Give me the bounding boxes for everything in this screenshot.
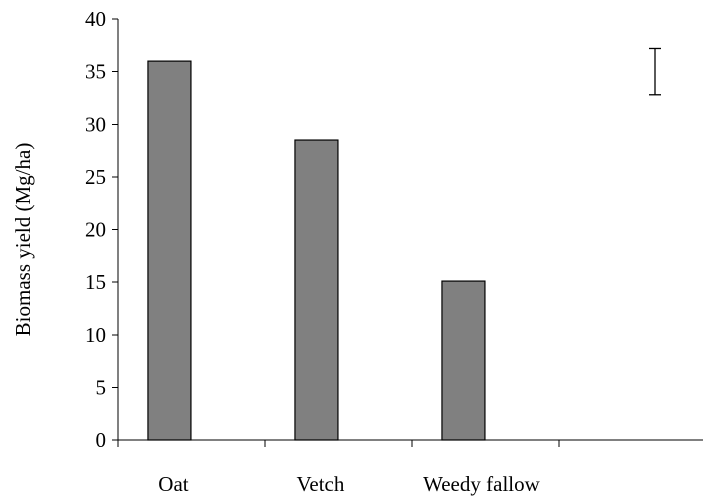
category-labels: Oat Vetch Weedy fallow (158, 472, 540, 496)
x-category-label: Vetch (297, 472, 345, 496)
bar-vetch (294, 139, 339, 441)
error-bar-group (649, 47, 661, 96)
bar-oat (147, 60, 192, 441)
y-tick-label: 35 (85, 60, 106, 84)
bar-weedy-fallow (441, 280, 486, 441)
x-axis-ticks (117, 440, 560, 447)
y-tick-label: 15 (85, 270, 106, 294)
x-category-label: Oat (158, 472, 188, 496)
x-category-label: Weedy fallow (423, 472, 541, 496)
y-tick-label: 10 (85, 323, 106, 347)
y-axis-ticks: 0 5 10 15 20 25 30 35 40 (85, 7, 118, 452)
y-tick-label: 5 (96, 375, 107, 399)
bars-group (147, 60, 486, 441)
y-tick-label: 25 (85, 165, 106, 189)
y-axis-title: Biomass yield (Mg/ha) (11, 143, 35, 337)
y-tick-label: 30 (85, 112, 106, 136)
y-tick-label: 40 (85, 7, 106, 31)
y-tick-label: 0 (96, 428, 107, 452)
y-tick-label: 20 (85, 218, 106, 242)
